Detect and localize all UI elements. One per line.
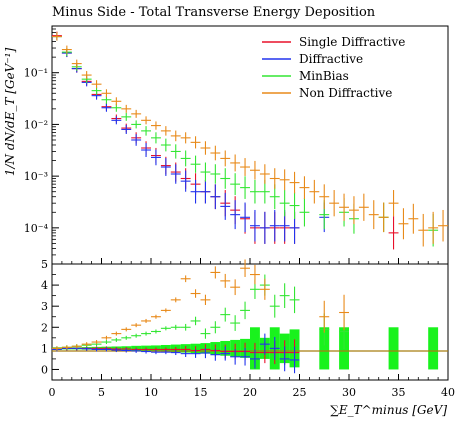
- x-tick-label: 5: [98, 386, 105, 399]
- y-tick-label: 10⁻⁴: [24, 222, 49, 235]
- y-axis-label: 1/N dN/dE_T [GeV⁻¹]: [3, 48, 17, 177]
- ratio-y-tick-label: 4: [41, 279, 48, 292]
- y-tick-label: 10⁻²: [24, 118, 48, 131]
- ratio-band-bin: [388, 327, 399, 370]
- legend-label-non-diffractive: Non Diffractive: [299, 86, 392, 100]
- x-tick-label: 40: [441, 386, 455, 399]
- main-series-layer: [52, 31, 448, 250]
- ratio-band-bin: [428, 327, 439, 370]
- ratio-panel: 0 1 2 3 4 5: [41, 258, 449, 381]
- x-tick-label: 15: [194, 386, 208, 399]
- ratio-y-tick-label: 5: [41, 258, 48, 271]
- ratio-y-tick-label: 2: [41, 321, 48, 334]
- legend-label-single-diffractive: Single Diffractive: [299, 35, 405, 49]
- x-tick-label: 0: [49, 386, 56, 399]
- ratio-y-tick-label: 1: [41, 342, 48, 355]
- x-tick-label: 20: [243, 386, 257, 399]
- ratio-y-tick-label: 0: [41, 363, 48, 376]
- ratio-band-bin: [319, 327, 330, 370]
- main-axis-ticks: 10⁻¹ 10⁻² 10⁻³ 10⁻⁴: [24, 25, 59, 265]
- x-axis-ticks: 0 5 10 15 20 25 30 35 40: [49, 258, 455, 399]
- x-tick-label: 10: [144, 386, 158, 399]
- legend: Single Diffractive Diffractive MinBias N…: [262, 35, 405, 100]
- x-tick-label: 35: [392, 386, 406, 399]
- x-tick-label: 25: [293, 386, 307, 399]
- x-axis-label: ∑E_T^minus [GeV]: [330, 403, 447, 417]
- y-tick-label: 10⁻³: [24, 170, 48, 183]
- x-tick-label: 30: [342, 386, 356, 399]
- legend-label-diffractive: Diffractive: [299, 52, 363, 66]
- chart-title: Minus Side - Total Transverse Energy Dep…: [52, 5, 376, 20]
- legend-label-minbias: MinBias: [299, 69, 349, 83]
- main-panel: 10⁻¹ 10⁻² 10⁻³ 10⁻⁴: [24, 25, 449, 265]
- ratio-y-tick-label: 3: [41, 300, 48, 313]
- ratio-series-layer: [52, 259, 349, 374]
- ratio-axis-ticks: 0 1 2 3 4 5: [41, 258, 59, 381]
- y-tick-label: 10⁻¹: [24, 67, 48, 80]
